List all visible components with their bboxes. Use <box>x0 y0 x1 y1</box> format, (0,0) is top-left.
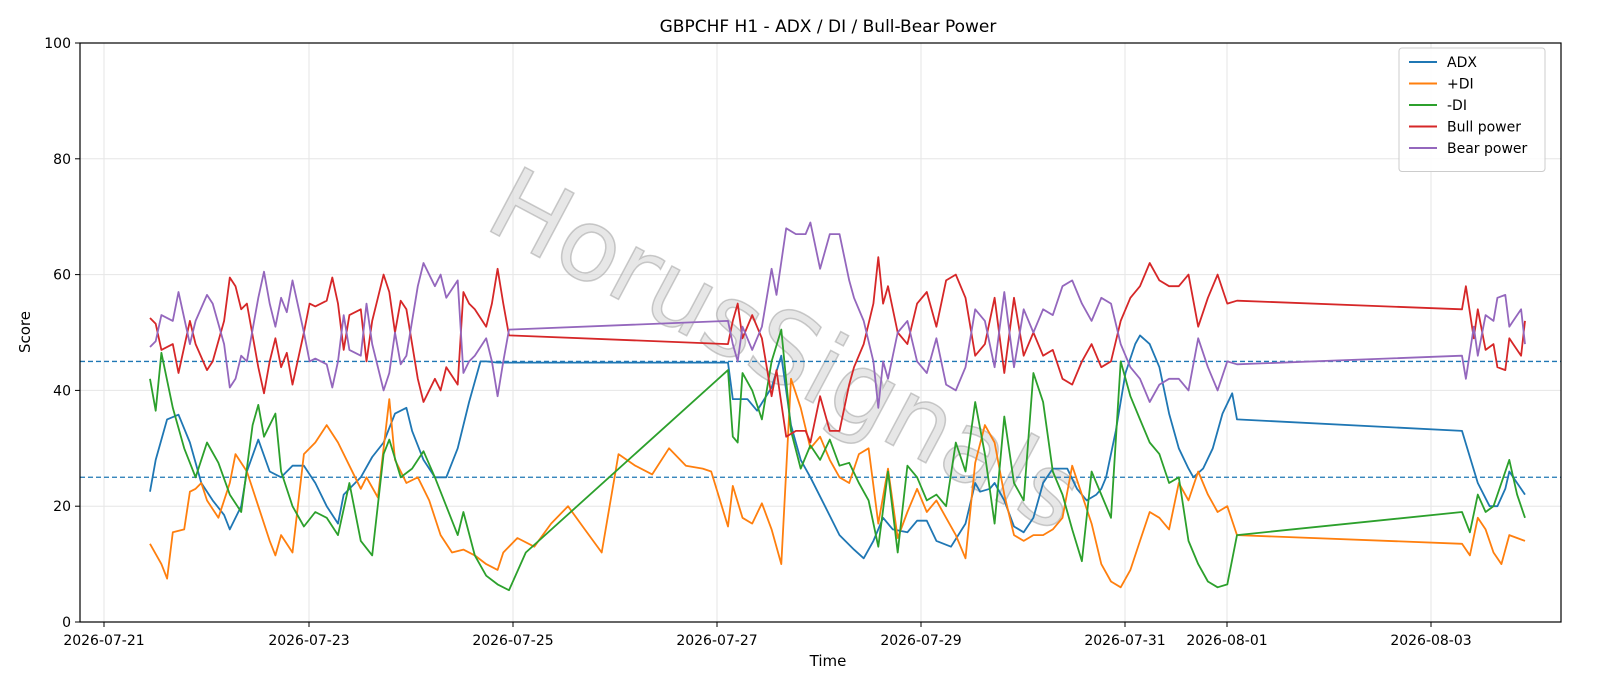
y-tick-label: 80 <box>53 152 71 168</box>
legend-label: -DI <box>1447 98 1467 114</box>
x-tick-label: 2026-08-01 <box>1186 633 1267 649</box>
legend: ADX +DI -DI Bull power Bear power <box>1398 47 1546 172</box>
series-line-adx <box>149 334 1526 560</box>
x-tick-label: 2026-07-21 <box>63 633 144 649</box>
grid <box>80 42 1561 623</box>
legend-label: ADX <box>1447 55 1477 71</box>
series-line-bear-power <box>149 221 1526 409</box>
y-tick-label: 0 <box>62 615 71 631</box>
x-axis-ticks: 2026-07-21 2026-07-23 2026-07-25 2026-07-27… <box>63 622 1472 649</box>
series-line-di <box>149 328 1526 592</box>
series-lines <box>149 221 1526 592</box>
legend-box <box>1398 47 1546 172</box>
legend-label: Bear power <box>1447 141 1528 157</box>
legend-label: Bull power <box>1447 120 1521 136</box>
plot-frame <box>79 42 1562 623</box>
y-axis-ticks: 0 20 40 60 80 100 <box>44 36 80 631</box>
series-line-bull-power <box>149 256 1526 444</box>
y-tick-label: 60 <box>53 268 71 284</box>
x-axis-title: Time <box>809 652 847 670</box>
x-tick-label: 2026-07-25 <box>472 633 553 649</box>
legend-label: +DI <box>1447 77 1474 93</box>
x-tick-label: 2026-07-31 <box>1084 633 1165 649</box>
chart-title: GBPCHF H1 - ADX / DI / Bull-Bear Power <box>660 17 997 37</box>
y-tick-label: 40 <box>53 383 71 399</box>
y-tick-label: 20 <box>53 499 71 515</box>
x-tick-label: 2026-07-23 <box>268 633 349 649</box>
y-axis-title: Score <box>16 311 34 353</box>
series-line-di <box>149 377 1526 589</box>
x-tick-label: 2026-07-29 <box>880 633 961 649</box>
x-tick-label: 2026-07-27 <box>676 633 757 649</box>
y-tick-label: 100 <box>44 36 71 52</box>
x-tick-label: 2026-08-03 <box>1390 633 1471 649</box>
